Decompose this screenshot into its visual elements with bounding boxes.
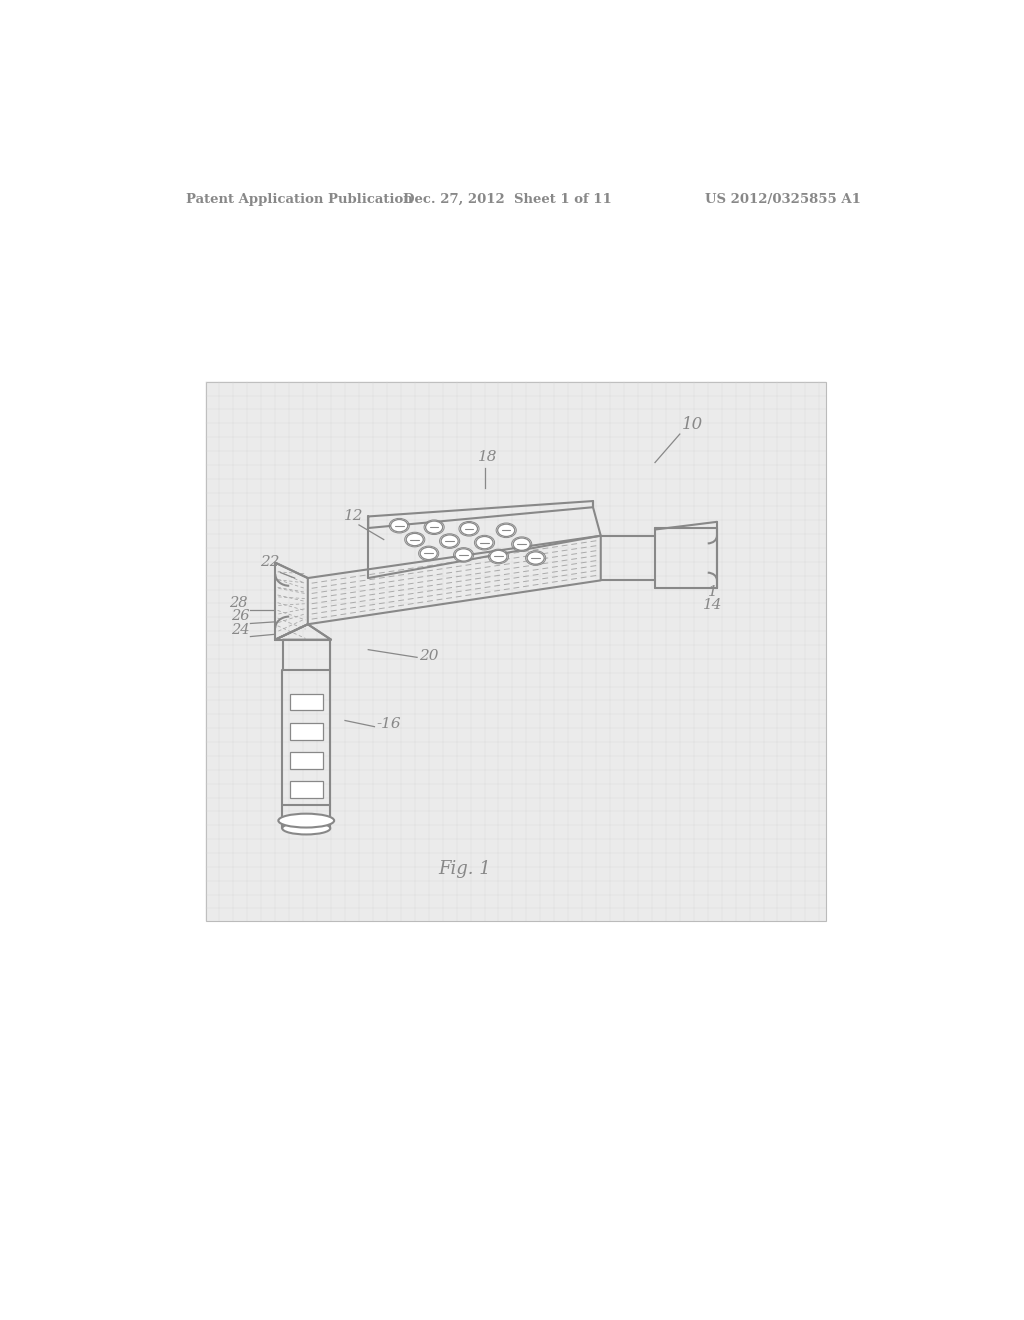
Ellipse shape bbox=[391, 520, 408, 532]
Bar bbox=[290, 781, 323, 799]
Ellipse shape bbox=[420, 548, 437, 560]
Ellipse shape bbox=[426, 521, 442, 533]
Text: 14: 14 bbox=[703, 598, 723, 612]
Ellipse shape bbox=[498, 524, 515, 536]
Text: US 2012/0325855 A1: US 2012/0325855 A1 bbox=[706, 193, 861, 206]
Ellipse shape bbox=[513, 539, 530, 550]
Text: 10: 10 bbox=[682, 416, 703, 433]
Text: Patent Application Publication: Patent Application Publication bbox=[186, 193, 413, 206]
Text: Fig. 1: Fig. 1 bbox=[438, 861, 490, 879]
Ellipse shape bbox=[461, 523, 477, 535]
Bar bbox=[290, 752, 323, 770]
Text: 1: 1 bbox=[708, 585, 718, 599]
Ellipse shape bbox=[476, 536, 493, 549]
Ellipse shape bbox=[283, 822, 331, 834]
Text: -16: -16 bbox=[376, 717, 400, 731]
Ellipse shape bbox=[279, 813, 334, 828]
Bar bbox=[290, 693, 323, 710]
Text: 22: 22 bbox=[260, 556, 280, 569]
Ellipse shape bbox=[489, 550, 507, 562]
Ellipse shape bbox=[441, 535, 458, 548]
Text: Dec. 27, 2012  Sheet 1 of 11: Dec. 27, 2012 Sheet 1 of 11 bbox=[403, 193, 612, 206]
Bar bbox=[206, 381, 825, 921]
Text: 18: 18 bbox=[478, 450, 498, 465]
Ellipse shape bbox=[407, 533, 423, 545]
Text: 28: 28 bbox=[228, 595, 247, 610]
Text: 20: 20 bbox=[419, 649, 438, 664]
Text: 26: 26 bbox=[231, 610, 250, 623]
Text: 24: 24 bbox=[231, 623, 250, 638]
Text: 12: 12 bbox=[343, 510, 362, 523]
Ellipse shape bbox=[455, 549, 472, 561]
Bar bbox=[290, 723, 323, 739]
Ellipse shape bbox=[527, 552, 544, 564]
